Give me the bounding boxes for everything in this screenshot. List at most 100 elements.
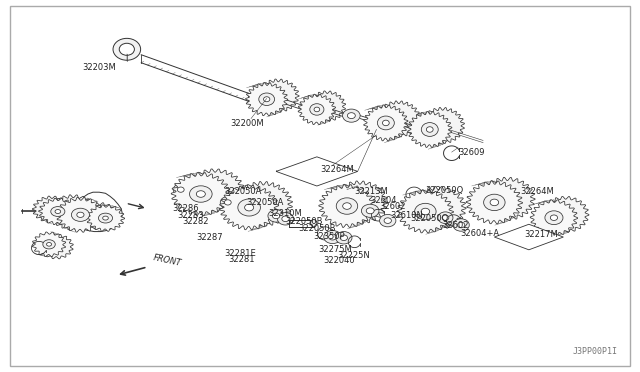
Ellipse shape [342,109,360,122]
Ellipse shape [545,211,563,225]
Ellipse shape [119,43,134,55]
Ellipse shape [282,216,289,222]
Ellipse shape [366,208,374,214]
Text: 32281: 32281 [228,255,254,264]
Polygon shape [276,157,358,186]
Ellipse shape [310,104,324,115]
Ellipse shape [173,184,188,195]
Polygon shape [410,186,466,229]
Polygon shape [420,108,465,144]
Ellipse shape [426,127,433,132]
Text: 32602: 32602 [442,221,469,230]
Ellipse shape [259,93,275,106]
Polygon shape [466,181,522,224]
Ellipse shape [102,216,108,220]
Ellipse shape [72,208,90,221]
Text: 32275M: 32275M [319,245,353,254]
Text: 32225N: 32225N [337,250,371,260]
Ellipse shape [244,204,253,211]
Ellipse shape [264,97,270,102]
Polygon shape [308,91,346,121]
Ellipse shape [384,218,392,224]
Text: 32203M: 32203M [83,63,116,72]
Text: 32609: 32609 [458,148,484,157]
Polygon shape [541,196,589,232]
Text: 32286: 32286 [173,204,199,213]
Polygon shape [246,83,288,116]
Ellipse shape [378,116,394,130]
Ellipse shape [348,113,355,119]
Ellipse shape [342,203,351,209]
Ellipse shape [268,210,284,222]
Ellipse shape [383,120,389,126]
Ellipse shape [177,187,184,192]
Polygon shape [220,185,278,230]
Ellipse shape [77,212,84,217]
Ellipse shape [324,231,341,244]
Polygon shape [185,169,244,212]
Polygon shape [56,198,104,232]
Text: 322040: 322040 [323,256,355,265]
Polygon shape [86,205,125,231]
Text: 32217M: 32217M [524,231,557,240]
Ellipse shape [340,235,348,241]
Text: 32287: 32287 [196,232,223,242]
Ellipse shape [453,219,469,231]
Text: 322050B: 322050B [298,224,335,233]
Ellipse shape [421,123,438,137]
Text: 32264M: 32264M [521,187,554,196]
Polygon shape [33,232,66,257]
Polygon shape [60,192,122,231]
Polygon shape [332,181,388,224]
Text: 32604+A: 32604+A [460,229,499,238]
Ellipse shape [438,212,453,224]
Ellipse shape [43,240,55,249]
Ellipse shape [238,199,260,216]
Text: 322050A: 322050A [246,198,284,207]
Text: 322050Q: 322050Q [410,214,449,223]
Polygon shape [494,224,563,250]
Ellipse shape [273,213,280,219]
Text: 32350P: 32350P [314,232,346,241]
Text: 32310M: 32310M [269,209,302,218]
Ellipse shape [225,200,231,205]
Ellipse shape [277,213,294,225]
Ellipse shape [99,213,113,223]
Polygon shape [257,79,299,112]
Text: 32283: 32283 [177,211,204,220]
Ellipse shape [336,231,352,244]
Ellipse shape [550,215,557,221]
Text: 32213M: 32213M [355,187,388,196]
Ellipse shape [362,204,379,217]
Polygon shape [33,196,70,222]
Text: 322050A: 322050A [225,187,262,196]
Ellipse shape [421,208,429,215]
Polygon shape [376,101,420,137]
Text: FRONT: FRONT [152,253,182,267]
Polygon shape [234,182,292,226]
Ellipse shape [196,191,205,197]
Text: 32282: 32282 [182,217,209,226]
Ellipse shape [336,198,358,214]
Ellipse shape [484,194,505,211]
Ellipse shape [380,214,396,227]
Ellipse shape [220,196,236,208]
Ellipse shape [490,199,499,206]
Polygon shape [319,185,375,228]
Ellipse shape [310,219,317,227]
Polygon shape [38,198,77,225]
Ellipse shape [442,215,449,220]
Text: J3PP00P1I: J3PP00P1I [573,347,618,356]
Text: 32610N: 32610N [390,211,423,220]
Polygon shape [172,173,230,215]
Polygon shape [479,177,535,220]
Polygon shape [531,200,578,236]
Ellipse shape [314,107,320,112]
Ellipse shape [328,234,337,240]
Polygon shape [49,195,97,230]
Ellipse shape [51,206,65,217]
Ellipse shape [415,203,436,220]
Polygon shape [40,234,73,259]
Polygon shape [80,203,118,229]
Polygon shape [364,105,408,141]
